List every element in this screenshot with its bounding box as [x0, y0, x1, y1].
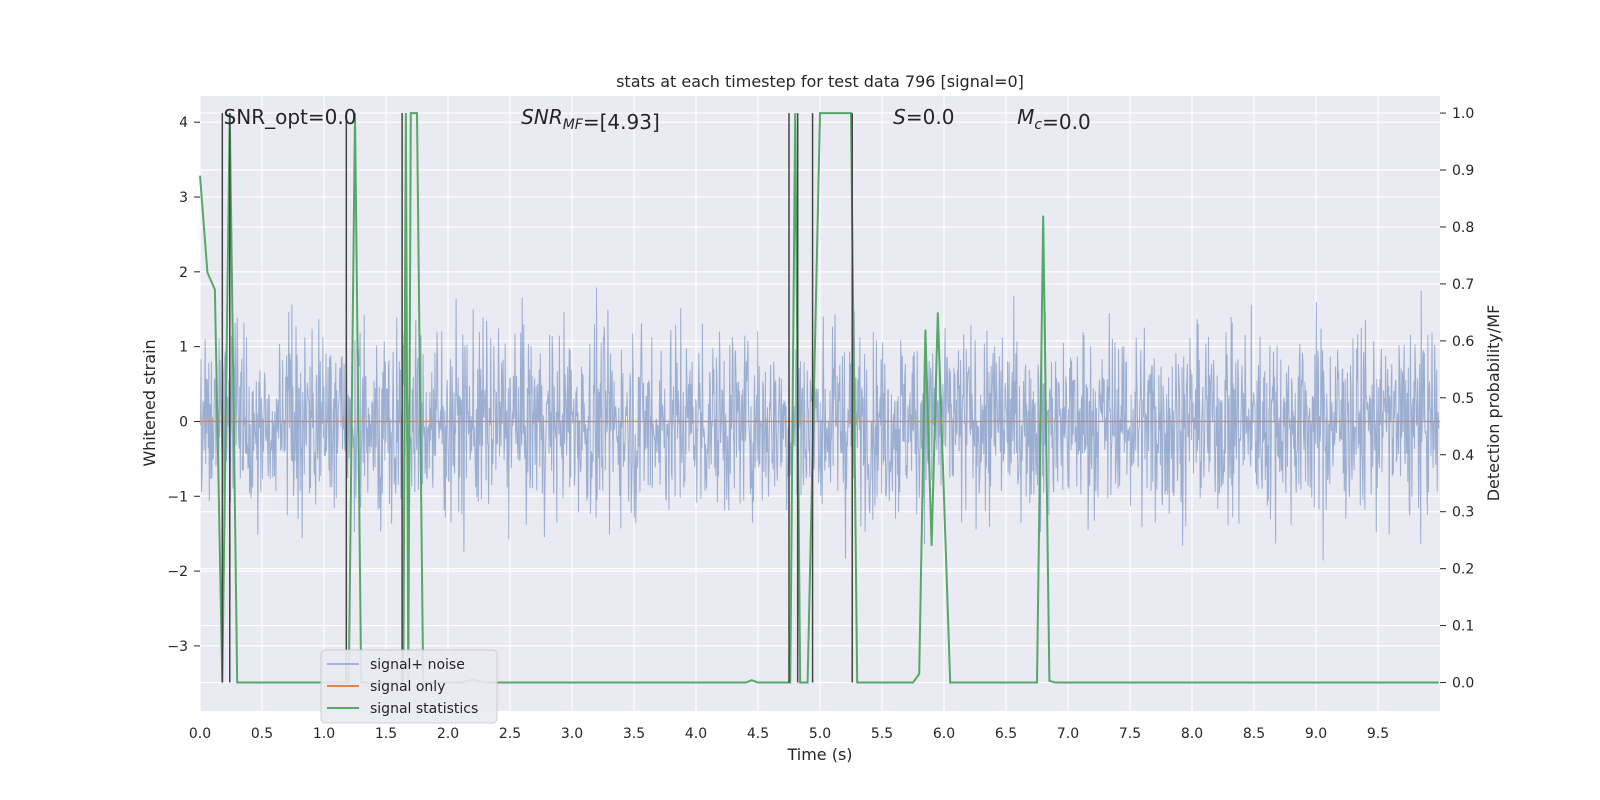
x-tick-label: 7.5: [1119, 726, 1141, 742]
annotations: SNR_opt=0.0 SNRMF=[4.93] S=0.0 Mc=0.0: [224, 105, 1091, 134]
signal-statistics-line: [199, 112, 1439, 684]
y-tick-label-right: 0.2: [1452, 562, 1474, 578]
y-tick-label-left: −1: [167, 489, 188, 505]
x-tick-label: 5.5: [871, 726, 893, 742]
stat-annotation: S=0.0: [893, 105, 954, 129]
x-tick-label: 7.0: [1057, 726, 1079, 742]
stat-annotation: SNR_opt=0.0: [224, 105, 357, 129]
x-tick-label: 6.0: [933, 726, 955, 742]
x-tick-label: 2.0: [437, 726, 459, 742]
y-tick-label-right: 0.5: [1452, 391, 1474, 407]
stat-annotation: Mc=0.0: [1017, 105, 1091, 134]
x-tick-label: 0.0: [189, 726, 211, 742]
x-tick-label: 4.0: [685, 726, 707, 742]
x-tick-label: 3.5: [623, 726, 645, 742]
y-tick-label-left: 1: [179, 340, 188, 356]
x-tick-label: 1.5: [375, 726, 397, 742]
y-tick-label-right: 0.3: [1452, 505, 1474, 521]
tick-labels: 0.0 0.5 1.0 1.5 2.0 2.5 3.0 3.5 4.0 4.5 5.0 5.5 6.0 6…: [167, 106, 1474, 742]
x-axis-label: Time (s): [786, 745, 852, 764]
legend: signal+ noise signal only signal statistic…: [320, 649, 498, 724]
y-tick-label-right: 0.9: [1452, 163, 1474, 179]
x-tick-label: 2.5: [499, 726, 521, 742]
legend-box: [320, 649, 498, 724]
y-axis-label-right: Detection probability/MF: [1484, 305, 1503, 502]
stat-annotation: SNRMF=[4.93]: [521, 105, 660, 134]
y-tick-label-right: 1.0: [1452, 106, 1474, 122]
y-tick-label-left: 2: [179, 265, 188, 281]
y-tick-label-left: 4: [179, 115, 188, 131]
y-tick-label-left: −2: [167, 564, 188, 580]
x-tick-label: 9.5: [1367, 726, 1389, 742]
y-tick-label-right: 0.7: [1452, 277, 1474, 293]
x-tick-label: 1.0: [313, 726, 335, 742]
y-tick-label-left: 3: [179, 190, 188, 206]
y-tick-label-left: −3: [167, 639, 188, 655]
y-axis-label-left: Whitened strain: [140, 339, 159, 466]
x-tick-label: 3.0: [561, 726, 583, 742]
x-tick-label: 8.0: [1181, 726, 1203, 742]
x-tick-label: 5.0: [809, 726, 831, 742]
legend-label: signal+ noise: [370, 657, 465, 673]
x-tick-label: 9.0: [1305, 726, 1327, 742]
chart-title: stats at each timestep for test data 796…: [616, 72, 1024, 91]
x-tick-label: 0.5: [251, 726, 273, 742]
y-tick-label-right: 0.1: [1452, 619, 1474, 635]
y-tick-label-right: 0.8: [1452, 220, 1474, 236]
x-tick-label: 6.5: [995, 726, 1017, 742]
series-lines: [199, 112, 1440, 684]
vertical-markers: [221, 113, 853, 683]
x-tick-label: 8.5: [1243, 726, 1265, 742]
legend-label: signal statistics: [370, 701, 478, 717]
legend-label: signal only: [370, 679, 445, 695]
y-tick-label-left: 0: [179, 414, 188, 430]
y-tick-label-right: 0.4: [1452, 448, 1474, 464]
x-tick-label: 4.5: [747, 726, 769, 742]
y-tick-label-right: 0.0: [1452, 676, 1474, 692]
y-tick-label-right: 0.6: [1452, 334, 1474, 350]
